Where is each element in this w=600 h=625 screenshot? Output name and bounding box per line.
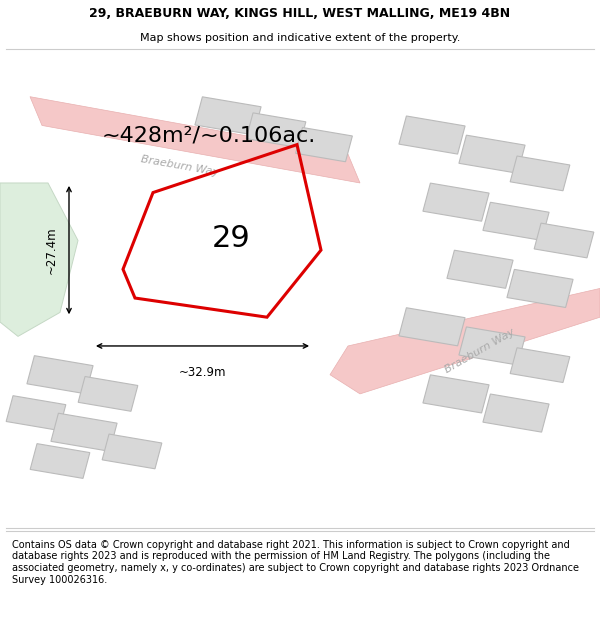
Text: ~27.4m: ~27.4m <box>44 226 58 274</box>
Polygon shape <box>330 289 600 394</box>
Polygon shape <box>423 183 489 221</box>
Polygon shape <box>78 376 138 411</box>
Polygon shape <box>27 356 93 394</box>
Polygon shape <box>6 396 66 431</box>
Polygon shape <box>459 327 525 365</box>
Text: ~32.9m: ~32.9m <box>179 366 226 379</box>
Text: Contains OS data © Crown copyright and database right 2021. This information is : Contains OS data © Crown copyright and d… <box>12 540 579 584</box>
Text: Braeburn Way: Braeburn Way <box>443 327 517 375</box>
Polygon shape <box>399 116 465 154</box>
Polygon shape <box>102 434 162 469</box>
Polygon shape <box>510 348 570 382</box>
Polygon shape <box>30 444 90 478</box>
Polygon shape <box>30 97 360 183</box>
Polygon shape <box>296 127 352 162</box>
Polygon shape <box>246 113 306 148</box>
Polygon shape <box>459 135 525 173</box>
Text: Braeburn Way: Braeburn Way <box>140 154 220 178</box>
Polygon shape <box>423 375 489 413</box>
Polygon shape <box>507 269 573 308</box>
Polygon shape <box>51 413 117 451</box>
Polygon shape <box>195 97 261 135</box>
Text: Map shows position and indicative extent of the property.: Map shows position and indicative extent… <box>140 33 460 43</box>
Polygon shape <box>0 183 78 336</box>
Polygon shape <box>534 223 594 258</box>
Text: 29: 29 <box>212 224 250 253</box>
Polygon shape <box>483 202 549 241</box>
Polygon shape <box>510 156 570 191</box>
Text: ~428m²/~0.106ac.: ~428m²/~0.106ac. <box>102 125 316 145</box>
Text: 29, BRAEBURN WAY, KINGS HILL, WEST MALLING, ME19 4BN: 29, BRAEBURN WAY, KINGS HILL, WEST MALLI… <box>89 7 511 20</box>
Polygon shape <box>399 308 465 346</box>
Polygon shape <box>483 394 549 432</box>
Polygon shape <box>447 250 513 288</box>
